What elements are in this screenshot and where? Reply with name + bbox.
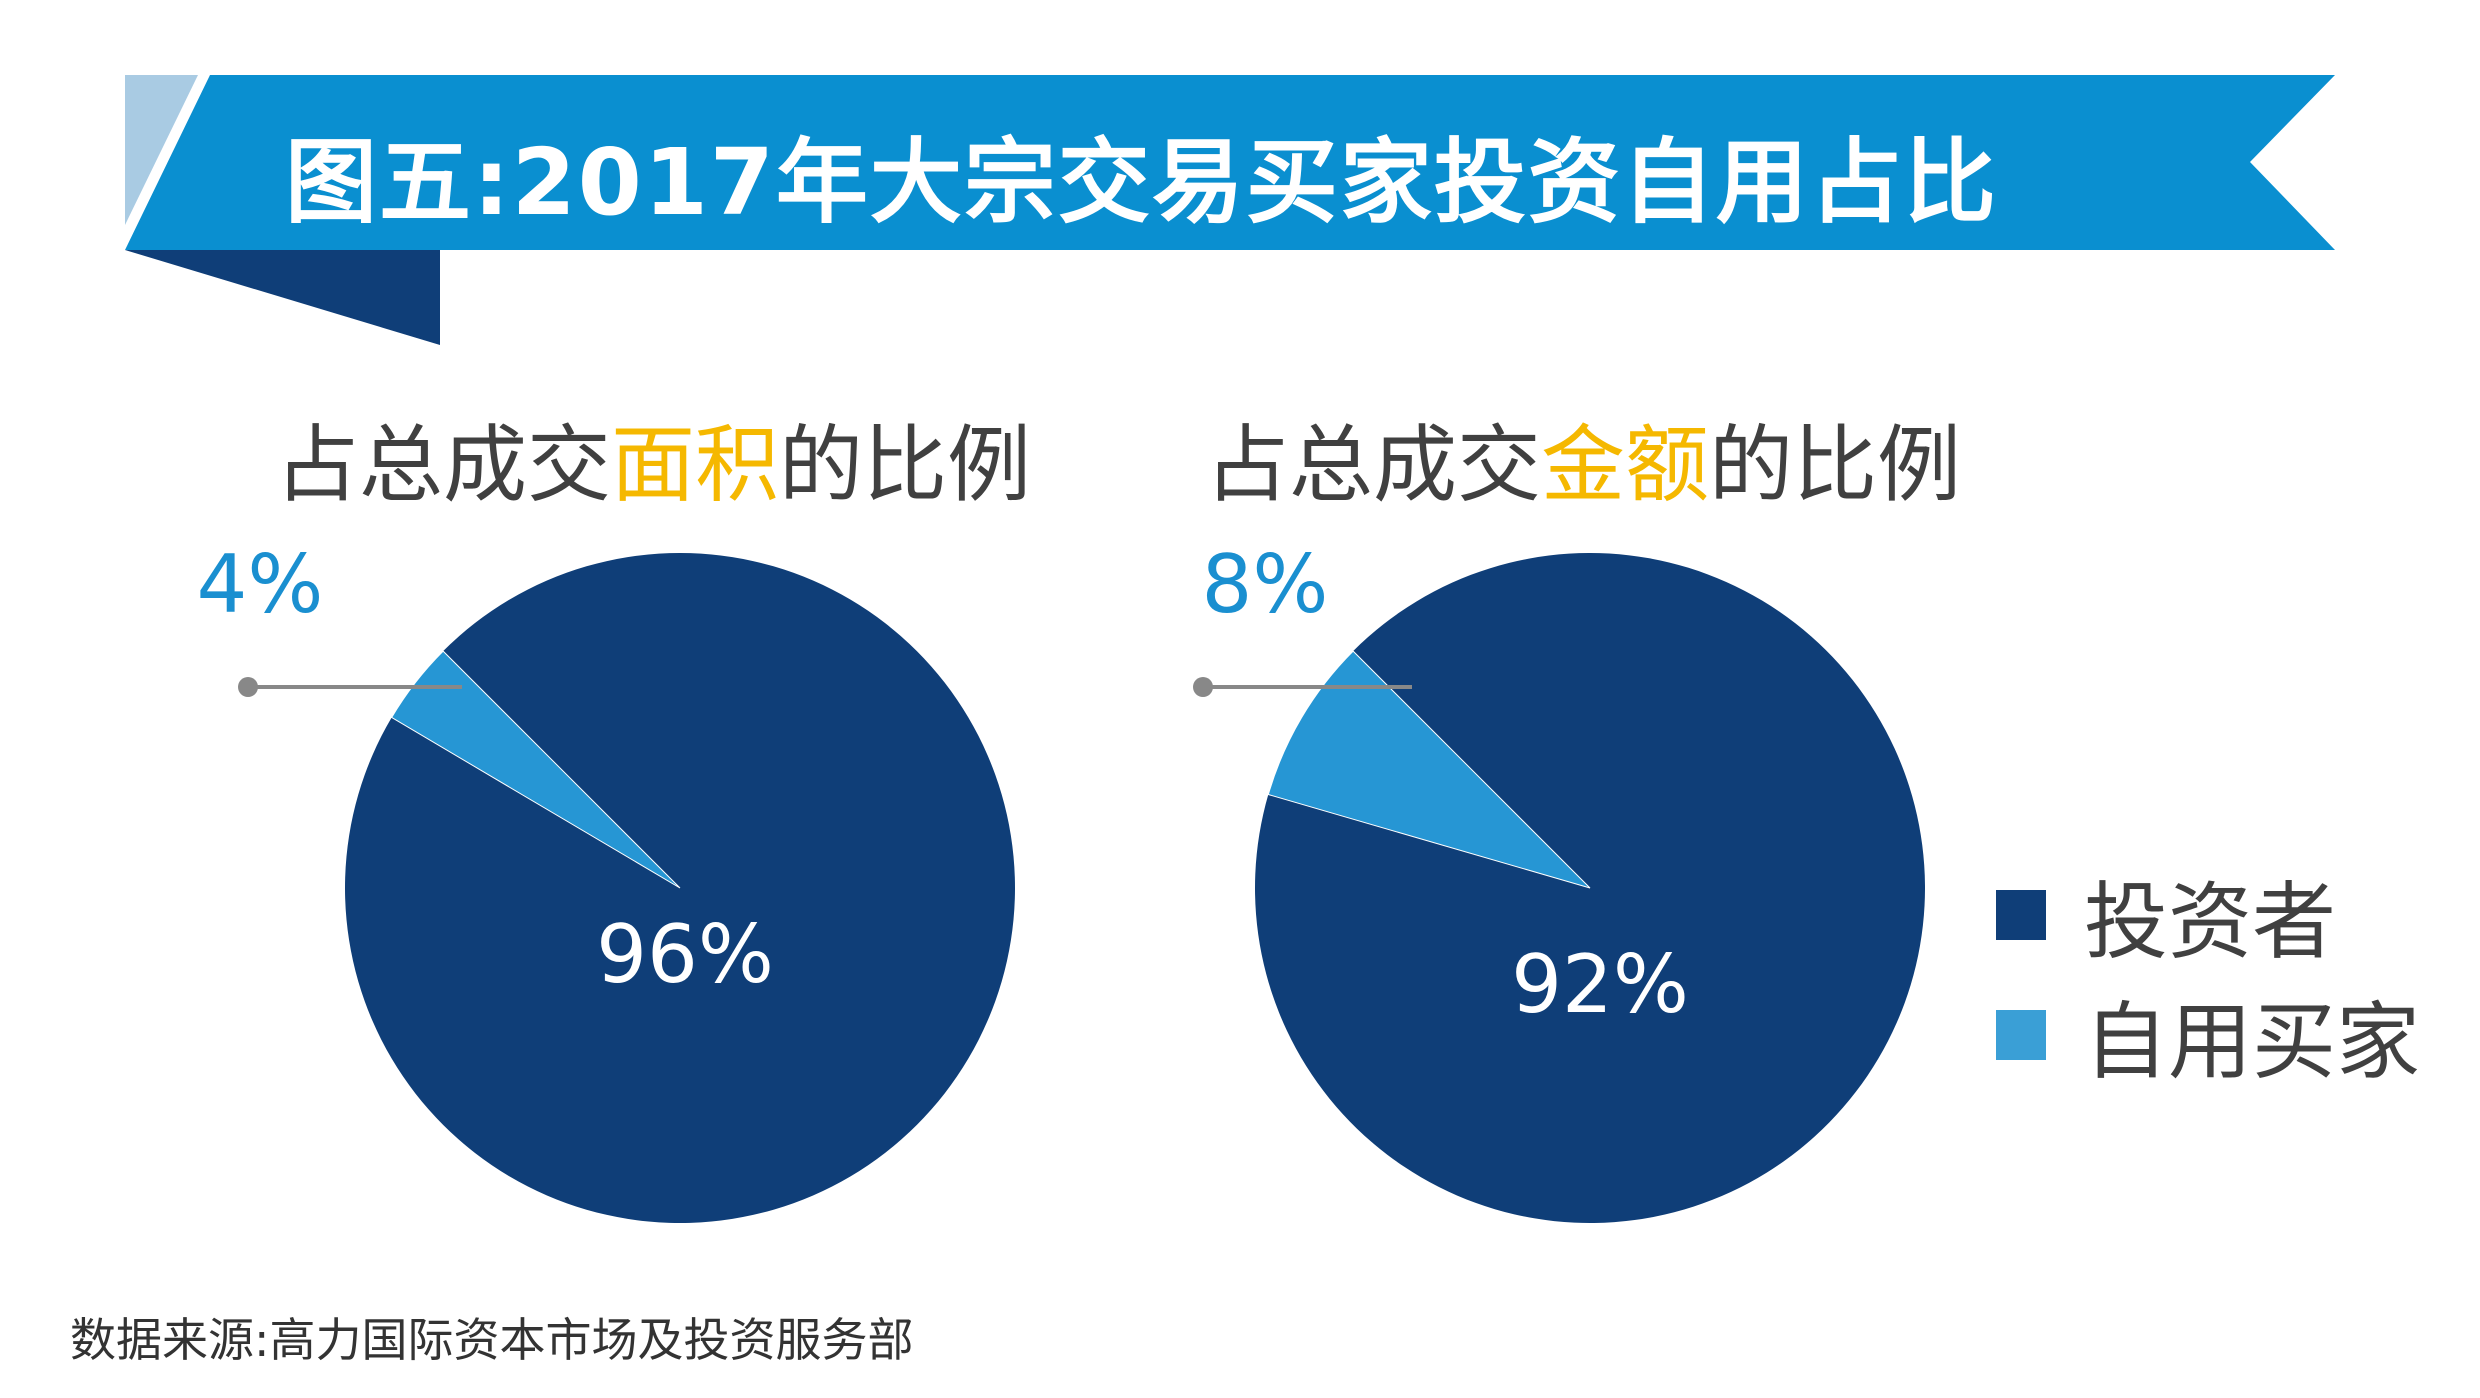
banner-ribbon: [125, 75, 2335, 250]
chart-title-suffix: 的比例: [779, 416, 1032, 514]
legend-item-owner-occupier: 自用买家: [1996, 975, 2420, 1095]
pie-chart-amount: 92% 8%: [1193, 538, 1925, 1224]
banner-light-tab: [125, 75, 198, 225]
data-label-owner-occupier: 8%: [1202, 538, 1329, 631]
data-label-investor: 92%: [1511, 938, 1689, 1031]
legend-label: 投资者: [2084, 872, 2337, 971]
banner-fold: [125, 250, 440, 345]
data-label-investor: 96%: [596, 908, 774, 1001]
pie-chart-area: 96% 4%: [197, 538, 1016, 1223]
legend: 投资者 自用买家: [1996, 855, 2420, 1095]
legend-label: 自用买家: [2084, 992, 2421, 1091]
title-banner: [125, 75, 2335, 345]
chart-title-highlight: 面积: [611, 416, 780, 514]
banner-title: 图五:2017年大宗交易买家投资自用占比: [285, 129, 1998, 236]
leader-dot: [238, 677, 258, 697]
chart-title-suffix: 的比例: [1709, 416, 1962, 514]
legend-swatch-investor: [1996, 890, 2046, 940]
pie-slice-owner-occupier: [390, 650, 681, 889]
data-label-owner-occupier: 4%: [197, 538, 324, 631]
chart-title-highlight: 金额: [1541, 416, 1710, 514]
legend-item-investor: 投资者: [1996, 855, 2420, 975]
source-note: 数据来源:高力国际资本市场及投资服务部: [70, 1313, 914, 1367]
chart-title-amount: 占总成交金额的比例: [1205, 398, 1961, 519]
chart-title-area: 占总成交面积的比例: [275, 398, 1031, 519]
chart-title-prefix: 占总成交: [275, 416, 612, 514]
legend-swatch-owner-occupier: [1996, 1010, 2046, 1060]
chart-title-prefix: 占总成交: [1205, 416, 1542, 514]
leader-dot: [1193, 677, 1213, 697]
pie-slice-owner-occupier: [1267, 650, 1591, 889]
